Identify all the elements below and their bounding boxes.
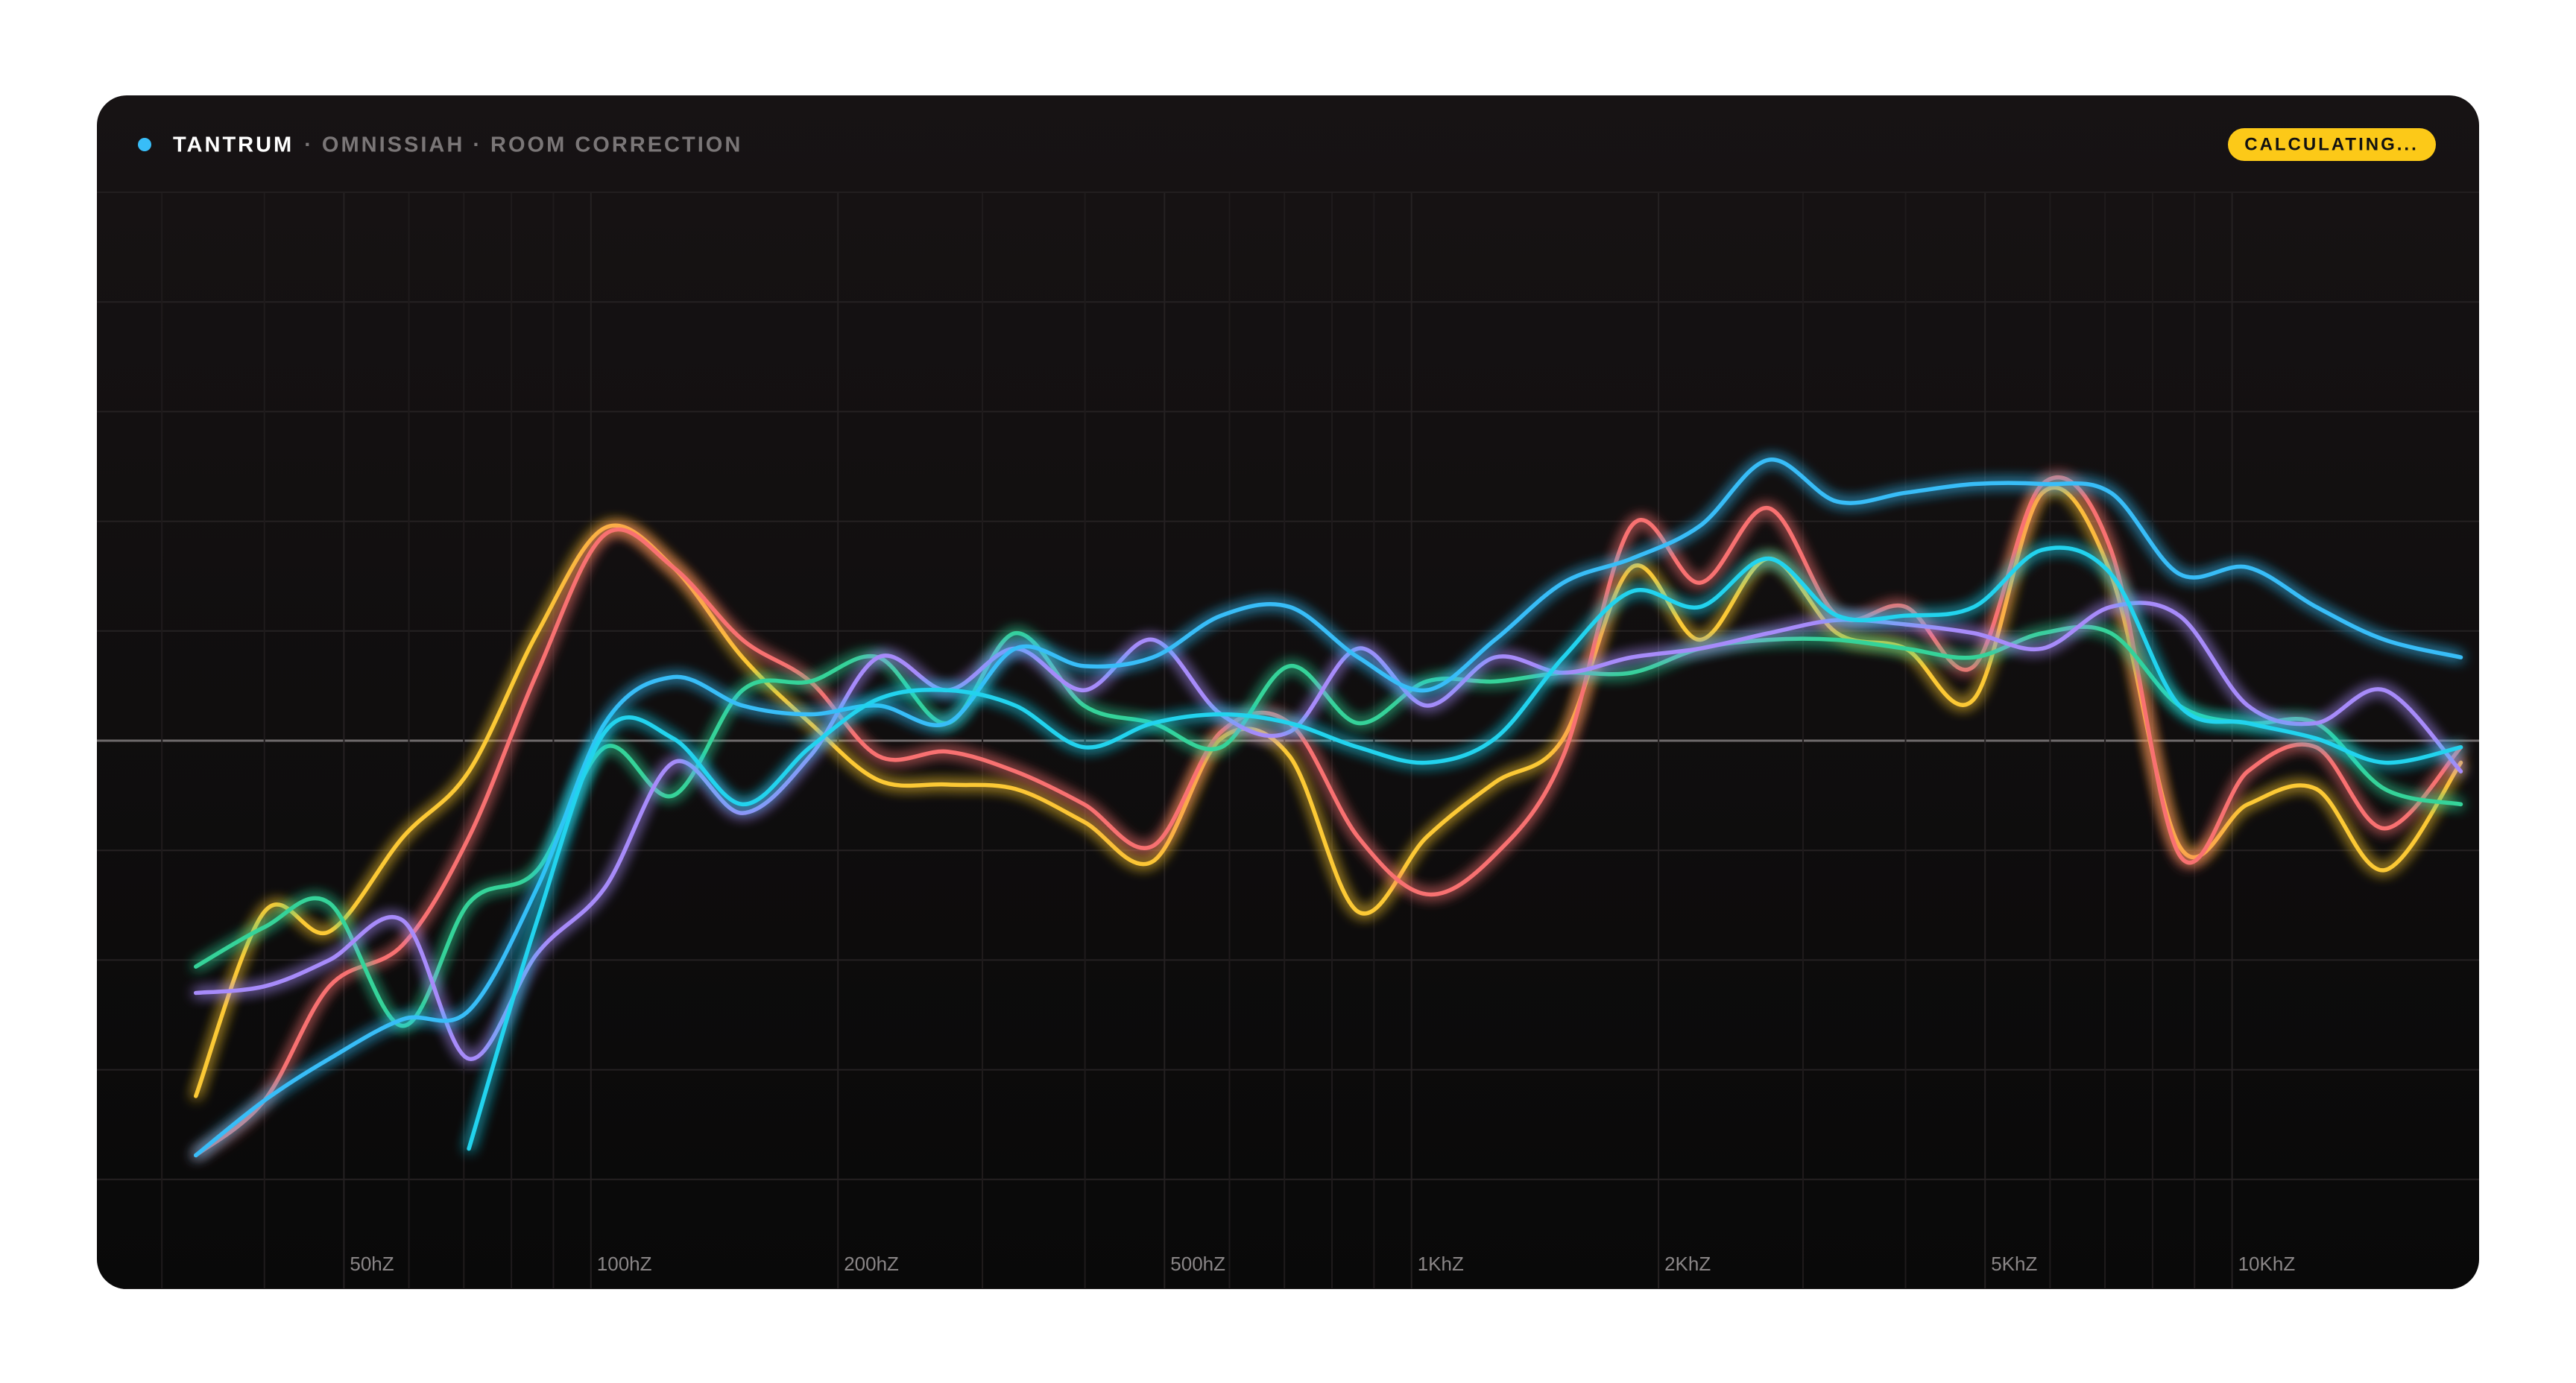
- response-line: [193, 601, 2463, 1061]
- response-line: [193, 475, 2463, 1158]
- grid: [97, 192, 2479, 1289]
- card: [97, 95, 2479, 1289]
- x-axis: 50hZ 100hZ 200hZ 500hZ 1KhZ 2KhZ 5KhZ 10KhZ: [350, 1253, 2295, 1275]
- subtitle: · OMNISSIAH · ROOM CORRECTION: [304, 133, 742, 157]
- x-tick-label: 10KhZ: [2238, 1253, 2296, 1275]
- x-tick-label: 1KhZ: [1418, 1253, 1464, 1275]
- x-tick-label: 50hZ: [350, 1253, 394, 1275]
- x-tick-label: 2KhZ: [1664, 1253, 1711, 1275]
- x-tick-label: 5KhZ: [1991, 1253, 2037, 1275]
- response-line: [467, 545, 2463, 1151]
- response-line: [193, 485, 2463, 1098]
- x-tick-label: 500hZ: [1170, 1253, 1225, 1275]
- x-tick-label: 200hZ: [844, 1253, 899, 1275]
- status-label: CALCULATING...: [2244, 134, 2419, 154]
- status-badge: [2228, 128, 2436, 161]
- plot: [193, 458, 2463, 1158]
- x-tick-label: 100hZ: [597, 1253, 652, 1275]
- response-line: [193, 458, 2463, 1158]
- status-dot: [138, 138, 151, 151]
- title: TANTRUM: [173, 133, 294, 157]
- response-line: [193, 624, 2463, 1028]
